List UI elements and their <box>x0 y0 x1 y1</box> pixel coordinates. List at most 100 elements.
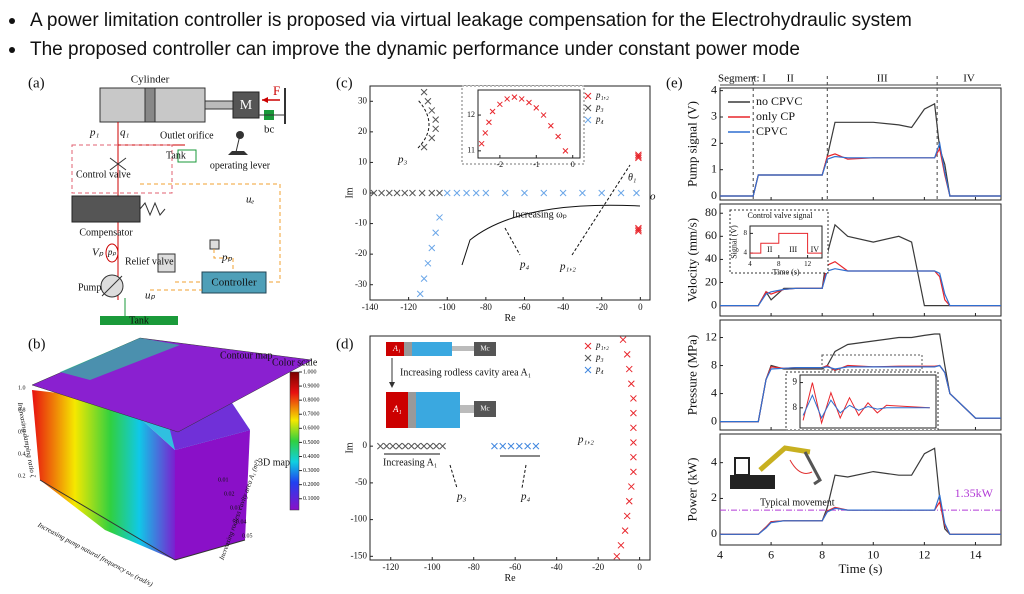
reference-label: 1.35kW <box>955 486 994 500</box>
point <box>428 189 436 197</box>
label: operating lever <box>210 160 271 171</box>
y-tick-label: 40 <box>705 251 717 265</box>
y-axis-label: Velocity (mm/s) <box>685 218 700 302</box>
x-tick-label: -40 <box>557 302 569 312</box>
label: p₁ <box>89 127 100 139</box>
y-axis-label: Pump signal (V) <box>685 101 700 187</box>
point <box>491 442 498 450</box>
y-tick-label: 0 <box>711 526 717 540</box>
point <box>532 442 540 450</box>
point <box>401 189 409 197</box>
point <box>635 152 642 160</box>
colorbar <box>289 371 300 511</box>
label: Pump <box>78 282 101 293</box>
x-axis-label: Re <box>504 573 516 584</box>
y-tick-label: 80 <box>705 205 717 219</box>
point <box>443 189 451 197</box>
label: Mc <box>480 405 489 413</box>
x-tick-label: 0 <box>638 302 643 312</box>
label: θ₁ <box>628 172 636 183</box>
legend-label: no CPVC <box>756 94 802 108</box>
point <box>548 122 554 129</box>
inset-label: III <box>789 245 797 254</box>
axis-tick-label: 0.01 <box>218 477 229 483</box>
segment-label: II <box>787 73 795 85</box>
point <box>613 552 621 560</box>
point <box>627 380 635 388</box>
arrow <box>449 464 458 489</box>
point <box>619 336 627 344</box>
plot-frame <box>719 203 1002 317</box>
point <box>409 189 416 197</box>
inset-bg <box>461 85 585 165</box>
y-tick-label: -50 <box>355 477 367 487</box>
plot-frame <box>799 374 937 429</box>
x-tick-label: -80 <box>480 302 492 312</box>
legend-label: p₃ <box>595 102 604 112</box>
point <box>432 116 440 123</box>
point <box>424 97 432 105</box>
x-tick-label: -40 <box>551 562 563 572</box>
label: Compensator <box>79 227 133 238</box>
label: bc <box>264 124 275 136</box>
plot-frame <box>477 89 581 159</box>
y-tick-label: 20 <box>358 126 368 136</box>
point <box>424 259 432 267</box>
label: p₃ <box>456 491 467 503</box>
series-line <box>720 268 1001 307</box>
y-axis-label: Im <box>344 187 355 198</box>
y-tick-label: 30 <box>358 95 368 105</box>
cylinder-diagram <box>386 342 496 428</box>
axis-tick-label: 0.4 <box>18 451 26 457</box>
colorbar-tick-label: 0.5000 <box>303 440 320 446</box>
label: o <box>650 191 656 203</box>
axis-tick-label: 0.2 <box>18 473 26 479</box>
point <box>463 189 470 197</box>
inset-title: Control valve signal <box>748 211 814 220</box>
label: pₚ <box>107 247 117 257</box>
point <box>526 99 532 106</box>
hydraulic-schematic <box>71 87 286 325</box>
point <box>627 483 635 490</box>
point <box>389 442 397 450</box>
point <box>625 365 633 373</box>
point <box>635 226 642 234</box>
bullet-dot <box>9 47 15 53</box>
label: A₁ <box>392 404 402 414</box>
point <box>630 453 637 461</box>
label: Increasing ωₚ <box>512 209 567 220</box>
inset-border <box>785 371 939 431</box>
point <box>584 354 592 362</box>
point <box>617 189 625 197</box>
y-axis-label: Power (kW) <box>685 458 700 522</box>
point <box>540 189 548 197</box>
point <box>584 342 592 350</box>
point <box>630 409 637 417</box>
point <box>630 395 637 402</box>
y-tick-label: 11 <box>467 146 475 155</box>
series-line <box>720 146 1001 197</box>
point <box>401 442 409 450</box>
y-tick-label: 1 <box>711 161 717 175</box>
y-tick-label: -100 <box>351 514 368 524</box>
label: uₚ <box>145 290 156 302</box>
y-tick-label: 2 <box>711 135 717 149</box>
legend-label: p₁,₂ <box>595 90 609 100</box>
point <box>377 442 384 450</box>
point <box>635 154 642 162</box>
y-tick-label: 0 <box>363 440 368 450</box>
highlight-box <box>821 354 923 371</box>
axis-tick-label: 0.05 <box>242 533 253 539</box>
y-tick-label: 3 <box>711 109 717 123</box>
point <box>501 189 509 197</box>
x-tick-label: -140 <box>362 302 379 312</box>
arrow <box>417 99 430 149</box>
label: uₑ <box>246 194 255 206</box>
point <box>482 130 489 136</box>
segment-label: III <box>877 73 888 85</box>
point <box>428 244 436 252</box>
label: pₚ <box>221 252 233 264</box>
series-line <box>720 494 1001 535</box>
point <box>378 189 385 197</box>
point <box>521 189 528 197</box>
